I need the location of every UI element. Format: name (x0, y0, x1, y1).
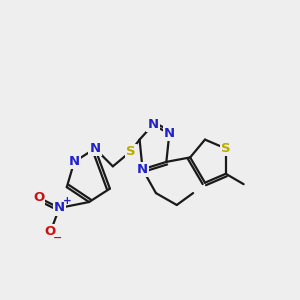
Text: N: N (54, 202, 65, 214)
Text: N: N (137, 163, 148, 176)
Text: S: S (221, 142, 231, 155)
Text: −: − (53, 233, 62, 243)
Text: S: S (126, 145, 136, 158)
Text: O: O (45, 225, 56, 238)
Text: O: O (33, 191, 44, 204)
Text: +: + (62, 196, 71, 206)
Text: N: N (69, 155, 80, 168)
Text: N: N (89, 142, 100, 155)
Text: N: N (147, 118, 158, 131)
Text: N: N (164, 127, 175, 140)
